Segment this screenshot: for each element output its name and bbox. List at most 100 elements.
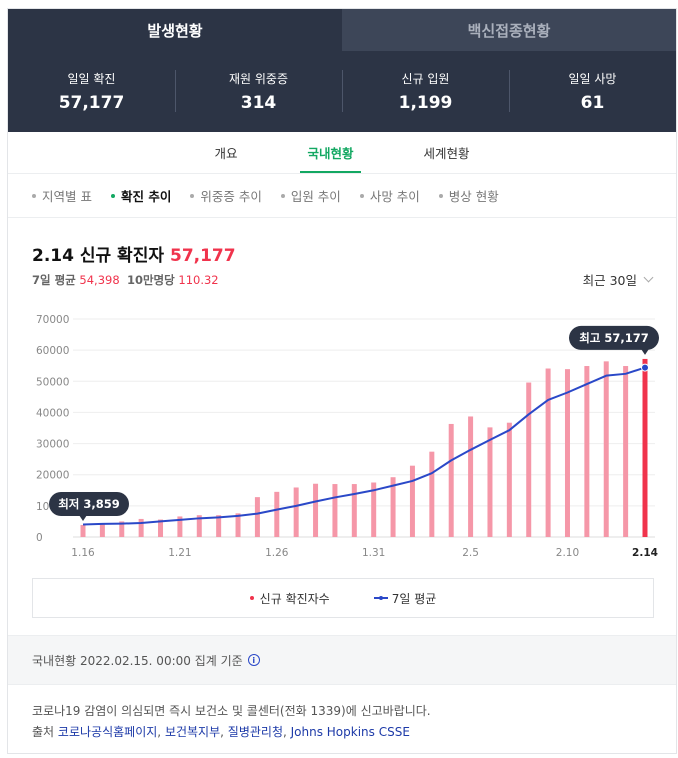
legend-line-icon bbox=[373, 595, 388, 600]
x-tick-label: 1.31 bbox=[362, 547, 385, 559]
source-line: 출처 코로나공식홈페이지, 보건복지부, 질병관리청, Johns Hopkin… bbox=[32, 725, 410, 739]
filter-label: 병상 현황 bbox=[448, 189, 499, 204]
bar bbox=[274, 491, 280, 537]
x-tick-label: 2.10 bbox=[556, 547, 579, 559]
filter-critical-trend[interactable]: 위중증 추이 bbox=[190, 186, 262, 205]
source-link-kdca[interactable]: 질병관리청 bbox=[227, 725, 283, 739]
bar bbox=[526, 382, 532, 537]
data-basis: 국내현황 2022.02.15. 00:00 집계 기준 i bbox=[8, 635, 676, 685]
tab-overview[interactable]: 개요 bbox=[214, 146, 238, 161]
chart-legend: 신규 확진자수 7일 평균 bbox=[32, 578, 654, 618]
bar bbox=[506, 422, 512, 537]
bar bbox=[642, 358, 648, 537]
tab-vaccination-status[interactable]: 백신접종현황 bbox=[342, 9, 676, 51]
x-tick-label: 2.14 bbox=[632, 547, 658, 559]
filter-hospital-trend[interactable]: 입원 추이 bbox=[280, 186, 341, 205]
covid-status-card: 발생현황 백신접종현황 일일 확진 57,177 재원 위중증 314 신규 입… bbox=[7, 8, 677, 754]
bar bbox=[313, 483, 319, 537]
bar bbox=[216, 515, 222, 537]
bar bbox=[138, 518, 144, 537]
stat-label: 일일 확진 bbox=[67, 72, 116, 86]
source-link-kdca-home[interactable]: 코로나공식홈페이지 bbox=[57, 725, 158, 739]
stat-daily-deaths: 일일 사망 61 bbox=[509, 70, 676, 113]
bar bbox=[293, 487, 299, 537]
bar bbox=[487, 427, 493, 537]
bar bbox=[603, 361, 609, 537]
callout-label: 최저 3,859 bbox=[58, 497, 120, 511]
legend-label: 7일 평균 bbox=[391, 591, 437, 606]
avg-value: 54,398 bbox=[79, 273, 120, 287]
y-tick-label: 70000 bbox=[36, 314, 69, 326]
confirmed-trend-chart: 0100002000030000400005000060000700001.16… bbox=[36, 314, 659, 559]
y-tick-label: 0 bbox=[36, 532, 43, 544]
bullet-icon bbox=[438, 193, 443, 198]
source-prefix: 출처 bbox=[32, 725, 55, 739]
stat-value: 314 bbox=[240, 93, 277, 113]
per-label: 10만명당 bbox=[126, 273, 175, 287]
chart-title-value: 57,177 bbox=[169, 246, 236, 266]
tab-world[interactable]: 세계현황 bbox=[423, 146, 470, 161]
x-tick-label: 1.26 bbox=[265, 547, 289, 559]
bar bbox=[196, 515, 202, 537]
bar bbox=[429, 451, 435, 537]
bar bbox=[119, 521, 125, 537]
bullet-icon bbox=[280, 193, 285, 198]
stat-value: 61 bbox=[580, 93, 605, 113]
filter-label: 사망 추이 bbox=[369, 189, 420, 204]
source-link-mohw[interactable]: 보건복지부 bbox=[164, 725, 221, 739]
stats-panel: 일일 확진 57,177 재원 위중증 314 신규 입원 1,199 일일 사… bbox=[8, 51, 676, 132]
x-tick-label: 2.5 bbox=[462, 547, 479, 559]
info-icon[interactable]: i bbox=[247, 654, 260, 666]
bar bbox=[99, 523, 105, 537]
bar bbox=[448, 423, 454, 537]
sub-tabs: 개요 국내현황 세계현황 bbox=[8, 132, 676, 174]
bar bbox=[545, 368, 551, 537]
filter-label: 입원 추이 bbox=[290, 189, 341, 204]
filter-death-trend[interactable]: 사망 추이 bbox=[359, 186, 420, 205]
bar bbox=[235, 513, 241, 537]
source-link-jhu[interactable]: Johns Hopkins CSSE bbox=[290, 725, 410, 739]
avg-line bbox=[82, 366, 646, 526]
y-tick-label: 40000 bbox=[36, 407, 69, 419]
legend-item-bars[interactable]: 신규 확진자수 bbox=[249, 590, 330, 607]
bar bbox=[371, 482, 377, 537]
chart-heading: 2.14 신규 확진자 57,177 bbox=[32, 241, 236, 266]
y-tick-label: 60000 bbox=[36, 345, 69, 357]
chart-title-text: 2.14 신규 확진자 bbox=[32, 246, 164, 266]
bar bbox=[158, 519, 164, 537]
filter-bar: 지역별 표 확진 추이 위중증 추이 입원 추이 사망 추이 병상 현황 bbox=[8, 174, 676, 218]
bullet-icon bbox=[32, 193, 36, 198]
bar bbox=[584, 366, 590, 537]
stat-daily-confirmed: 일일 확진 57,177 bbox=[8, 70, 175, 113]
per-value: 110.32 bbox=[178, 273, 219, 287]
top-tabs: 발생현황 백신접종현황 bbox=[8, 9, 676, 51]
filter-bed-status[interactable]: 병상 현황 bbox=[438, 186, 499, 205]
stat-value: 57,177 bbox=[58, 93, 125, 113]
stat-new-hospitalized: 신규 입원 1,199 bbox=[342, 70, 509, 113]
period-select[interactable]: 최근 30일 bbox=[582, 270, 654, 289]
bullet-icon bbox=[110, 193, 115, 198]
legend-item-line[interactable]: 7일 평균 bbox=[373, 590, 437, 607]
bar bbox=[351, 484, 357, 537]
stat-label: 일일 사망 bbox=[568, 72, 617, 86]
callout-box bbox=[569, 325, 659, 350]
bar bbox=[409, 465, 415, 537]
x-tick-label: 1.16 bbox=[71, 547, 95, 559]
bullet-icon bbox=[359, 193, 364, 198]
stat-label: 신규 입원 bbox=[401, 72, 450, 86]
stat-value: 1,199 bbox=[398, 93, 453, 113]
notice-text: 코로나19 감염이 의심되면 즉시 보건소 및 콜센터(전화 1339)에 신고… bbox=[32, 704, 431, 718]
y-tick-label: 30000 bbox=[36, 439, 69, 451]
y-tick-label: 20000 bbox=[36, 470, 69, 482]
period-label: 최근 30일 bbox=[582, 273, 637, 288]
tab-domestic[interactable]: 국내현황 bbox=[272, 132, 388, 173]
legend-label: 신규 확진자수 bbox=[259, 591, 330, 606]
callout-pointer bbox=[79, 514, 87, 521]
filter-confirmed-trend[interactable]: 확진 추이 bbox=[110, 186, 172, 205]
filter-label: 확진 추이 bbox=[120, 189, 172, 204]
filter-region-table[interactable]: 지역별 표 bbox=[32, 186, 92, 205]
avg-line-endpoint bbox=[641, 363, 649, 372]
tab-outbreak-status[interactable]: 발생현황 bbox=[8, 9, 342, 51]
y-tick-label: 50000 bbox=[36, 376, 69, 388]
bullet-icon bbox=[190, 193, 195, 198]
